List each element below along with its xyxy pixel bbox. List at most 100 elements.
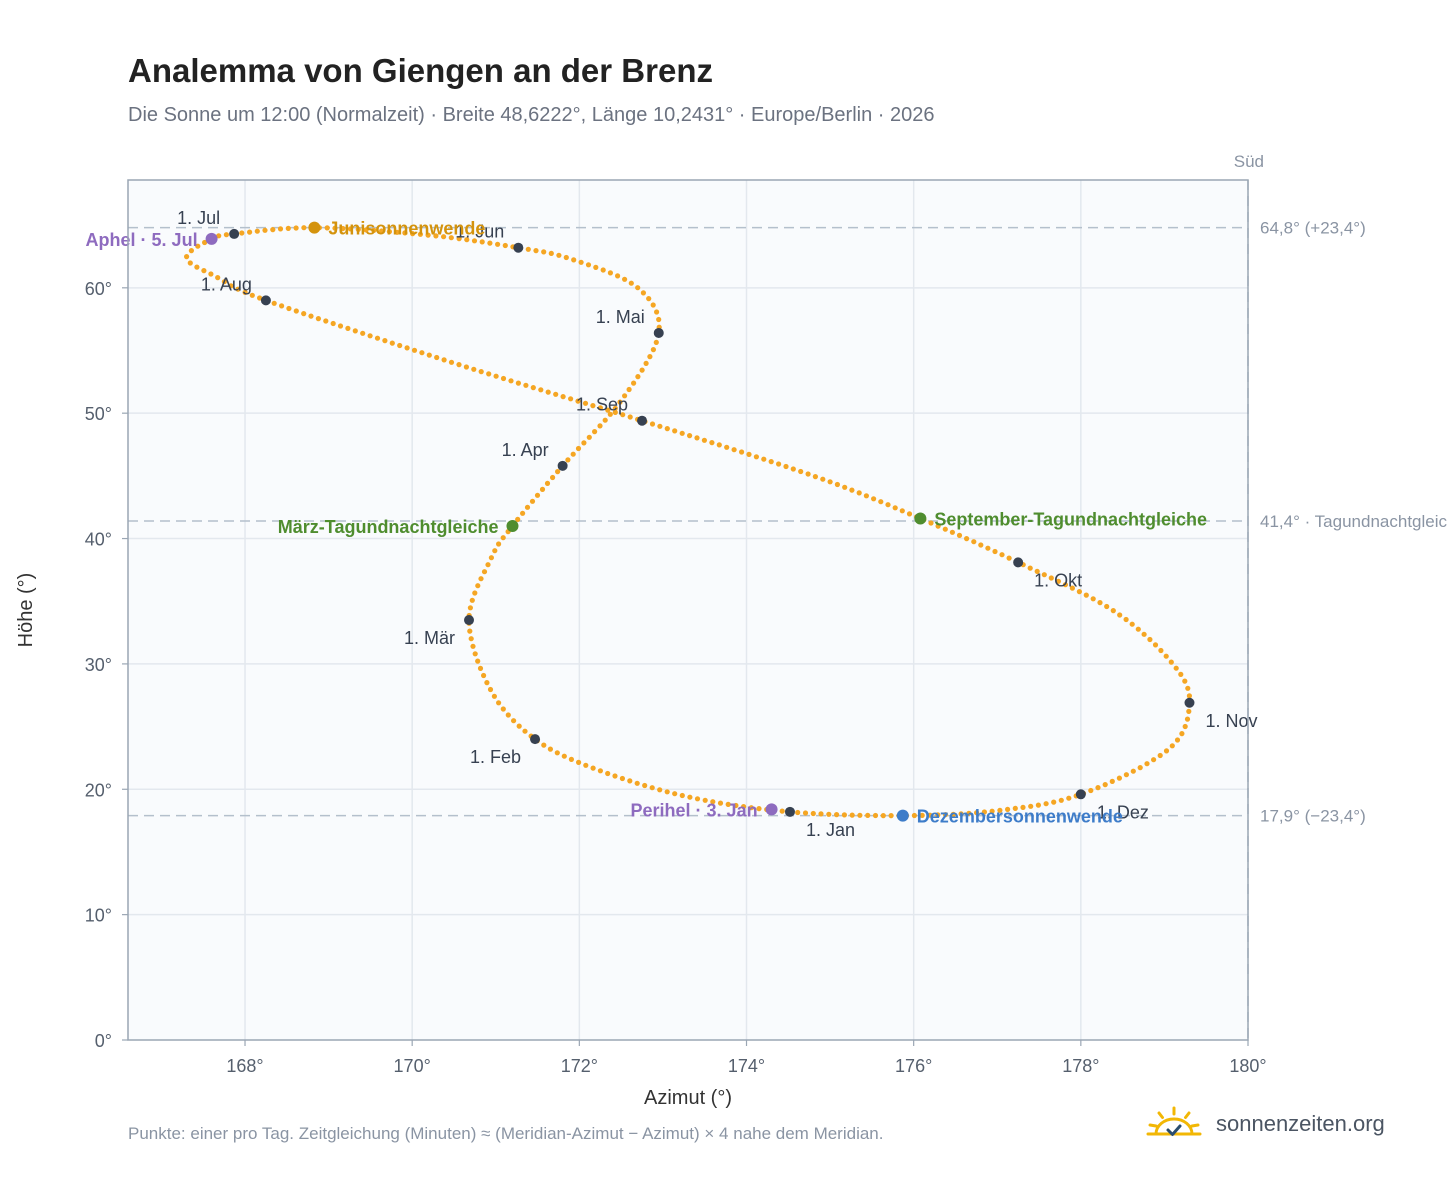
day-point xyxy=(1102,782,1108,788)
day-point xyxy=(467,605,473,611)
day-point xyxy=(628,280,634,286)
brand-name: sonnenzeiten.org xyxy=(1216,1111,1385,1136)
day-point xyxy=(642,782,648,789)
day-point xyxy=(534,492,541,498)
y-tick-label: 30° xyxy=(85,655,112,675)
day-point xyxy=(315,316,321,322)
day-point xyxy=(590,403,596,409)
day-point xyxy=(389,340,395,346)
month-label: 1. Nov xyxy=(1205,711,1257,731)
day-point xyxy=(547,746,554,752)
day-point xyxy=(1066,795,1072,801)
y-tick-label: 40° xyxy=(85,530,112,550)
day-point xyxy=(324,225,330,231)
day-point xyxy=(448,359,455,365)
day-point xyxy=(578,259,584,265)
day-point xyxy=(486,371,492,377)
day-point xyxy=(597,768,604,774)
day-point xyxy=(741,804,747,810)
event-label: September-Tagundnachtgleiche xyxy=(934,509,1207,529)
day-point xyxy=(502,242,508,249)
day-point xyxy=(856,490,862,496)
day-point xyxy=(1083,592,1089,598)
day-point xyxy=(1095,785,1101,791)
day-point xyxy=(694,796,701,802)
day-point xyxy=(397,342,403,349)
day-point xyxy=(1006,555,1012,561)
day-point xyxy=(1090,596,1096,602)
day-point xyxy=(539,486,546,492)
day-point xyxy=(653,339,659,345)
day-point xyxy=(262,227,268,233)
day-point xyxy=(371,227,377,233)
day-point xyxy=(1088,787,1094,794)
day-point xyxy=(906,511,913,517)
x-tick-label: 178° xyxy=(1062,1056,1099,1076)
day-point xyxy=(878,499,884,505)
month-point xyxy=(1184,697,1195,708)
day-point xyxy=(748,805,754,811)
day-point xyxy=(468,636,474,642)
day-point xyxy=(404,345,410,351)
reference-lines: 64,8° (+23,4°) 41,4° · Tagundnachtgleiche… xyxy=(128,180,1448,1040)
day-point xyxy=(631,380,637,386)
x-tick-label: 168° xyxy=(226,1056,263,1076)
month-point xyxy=(229,228,240,239)
y-tick-label: 50° xyxy=(85,404,112,424)
day-point xyxy=(834,812,840,818)
day-point xyxy=(795,809,801,816)
day-point xyxy=(1186,693,1192,699)
month-label: 1. Aug xyxy=(201,274,252,294)
day-point xyxy=(865,812,871,819)
day-point xyxy=(495,241,501,247)
day-point xyxy=(592,429,598,435)
day-point xyxy=(753,454,760,460)
day-point xyxy=(479,239,485,245)
day-point xyxy=(223,232,229,238)
day-point xyxy=(394,229,400,235)
brand[interactable]: sonnenzeiten.org xyxy=(1146,1104,1385,1144)
day-point xyxy=(463,364,469,370)
day-point xyxy=(768,459,774,465)
day-point xyxy=(992,548,998,555)
day-point xyxy=(950,811,956,817)
day-point xyxy=(1169,743,1175,749)
day-point xyxy=(974,810,980,816)
day-point xyxy=(481,672,487,679)
day-point xyxy=(812,474,819,480)
day-point xyxy=(419,350,425,356)
month-label: 1. Sep xyxy=(576,395,628,415)
event-label: Dezembersonnenwende xyxy=(917,807,1123,827)
day-point xyxy=(523,382,529,388)
day-point xyxy=(1157,752,1163,759)
day-point xyxy=(997,807,1003,813)
day-point xyxy=(520,510,526,516)
day-point xyxy=(1168,659,1174,665)
day-point xyxy=(1182,723,1188,730)
day-point xyxy=(626,386,632,393)
day-point xyxy=(1034,568,1040,575)
day-point xyxy=(374,335,381,341)
day-point xyxy=(672,428,678,434)
day-point xyxy=(622,393,628,399)
day-point xyxy=(672,791,678,797)
day-point xyxy=(581,440,587,446)
day-point xyxy=(966,810,972,816)
day-point xyxy=(1144,761,1150,767)
day-point xyxy=(607,270,614,276)
day-point xyxy=(1043,801,1049,807)
day-point xyxy=(627,778,633,784)
day-point xyxy=(301,311,307,317)
day-point xyxy=(379,228,385,234)
day-point xyxy=(493,373,499,379)
day-point xyxy=(827,479,833,485)
day-point xyxy=(441,234,447,240)
day-point xyxy=(679,430,685,436)
day-point xyxy=(739,449,745,455)
day-point xyxy=(612,773,618,779)
day-point xyxy=(798,468,804,475)
event-label: Aphel · 5. Jul xyxy=(86,230,198,250)
day-point xyxy=(627,414,633,420)
day-point xyxy=(1076,589,1082,595)
day-point xyxy=(583,762,589,768)
